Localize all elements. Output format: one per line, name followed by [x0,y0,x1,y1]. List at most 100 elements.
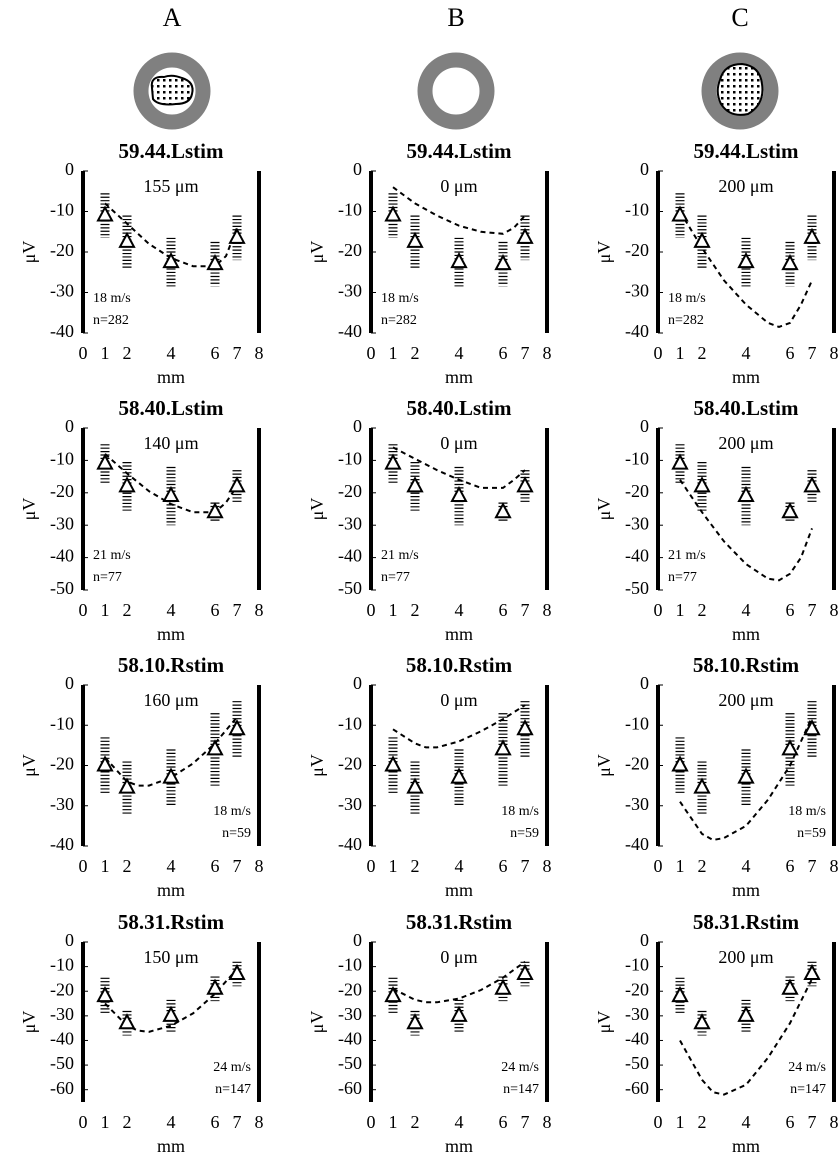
panel-label: B [447,3,464,32]
mean-marker [450,252,468,269]
y-tick-label: -10 [625,955,649,975]
speed-annotation: 21 m/s [93,548,131,563]
x-tick-label: 8 [255,343,264,363]
icon-c [701,52,779,130]
mean-marker [206,254,224,271]
depth-annotation: 0 μm [440,690,477,710]
y-axis-label: μV [19,498,39,521]
x-tick-label: 4 [742,600,751,620]
mean-marker [406,476,424,493]
x-tick-label: 6 [499,343,508,363]
y-tick-label: -40 [50,834,74,854]
mean-marker [671,755,689,772]
mean-marker [406,1013,424,1030]
y-axis-label: μV [594,498,614,521]
x-tick-label: 1 [676,856,685,876]
mean-marker [693,1013,711,1030]
x-tick-label: 0 [654,1112,663,1132]
mean-marker [671,453,689,470]
y-tick-label: -20 [625,979,649,999]
x-tick-label: 0 [654,856,663,876]
x-tick-label: 7 [808,600,817,620]
x-tick-label: 7 [233,600,242,620]
mean-marker [206,978,224,995]
speed-annotation: 18 m/s [788,804,826,819]
x-tick-label: 8 [543,1112,552,1132]
mean-marker [494,254,512,271]
x-tick-label: 7 [233,1112,242,1132]
chart-title: 58.40.Lstim [694,396,800,420]
y-tick-label: -20 [338,754,362,774]
depth-annotation: 0 μm [440,176,477,196]
chart-title: 59.44.Lstim [119,139,225,163]
y-tick-label: -40 [50,546,74,566]
speed-annotation: 18 m/s [501,804,539,819]
x-tick-label: 2 [411,343,420,363]
x-tick-label: 8 [830,600,839,620]
depth-annotation: 200 μm [718,176,773,196]
x-tick-label: 2 [123,600,132,620]
y-tick-label: -30 [50,281,74,301]
x-tick-label: 8 [543,343,552,363]
mean-marker [781,978,799,995]
y-tick-label: -30 [50,1004,74,1024]
y-tick-label: -30 [338,281,362,301]
chart-title: 58.10.Rstim [693,653,800,677]
mean-marker [781,739,799,756]
depth-annotation: 155 μm [143,176,198,196]
mean-marker [228,963,246,980]
x-tick-label: 7 [521,343,530,363]
chart-title: 58.10.Rstim [118,653,225,677]
x-tick-label: 6 [786,343,795,363]
x-axis-label: mm [157,1136,185,1156]
speed-annotation: 24 m/s [213,1060,251,1075]
y-tick-label: -20 [625,240,649,260]
mean-marker [228,227,246,244]
y-tick-label: -20 [50,481,74,501]
x-axis-label: mm [732,624,760,644]
chart-title: 58.31.Rstim [406,910,513,934]
panel-label: C [731,3,748,32]
x-tick-label: 7 [233,856,242,876]
x-tick-label: 8 [830,343,839,363]
x-tick-label: 4 [455,343,464,363]
x-tick-label: 6 [499,1112,508,1132]
y-axis-label: μV [307,241,327,264]
x-tick-label: 2 [698,1112,707,1132]
y-tick-label: -10 [50,713,74,733]
mean-marker [516,963,534,980]
x-tick-label: 2 [698,600,707,620]
y-tick-label: -40 [625,321,649,341]
depth-annotation: 200 μm [718,947,773,967]
y-tick-label: -60 [50,1078,74,1098]
speed-annotation: 21 m/s [668,548,706,563]
y-tick-label: -50 [625,1053,649,1073]
x-tick-label: 0 [367,343,376,363]
mean-marker [228,719,246,736]
mean-marker [803,719,821,736]
x-tick-label: 6 [786,856,795,876]
count-annotation: n=147 [503,1082,539,1097]
depth-annotation: 140 μm [143,433,198,453]
y-tick-label: -10 [625,713,649,733]
y-tick-label: -50 [625,578,649,598]
depth-annotation: 200 μm [718,690,773,710]
x-axis-label: mm [445,624,473,644]
y-axis-label: μV [307,1011,327,1034]
count-annotation: n=282 [381,313,417,328]
y-tick-label: -50 [338,578,362,598]
y-tick-label: 0 [353,416,362,436]
x-tick-label: 8 [543,600,552,620]
y-tick-label: -50 [50,578,74,598]
depth-annotation: 160 μm [143,690,198,710]
y-tick-label: -10 [338,955,362,975]
depth-annotation: 200 μm [718,433,773,453]
y-tick-label: 0 [65,673,74,693]
speed-annotation: 21 m/s [381,548,419,563]
speed-annotation: 18 m/s [213,804,251,819]
x-tick-label: 7 [521,1112,530,1132]
x-tick-label: 2 [411,856,420,876]
